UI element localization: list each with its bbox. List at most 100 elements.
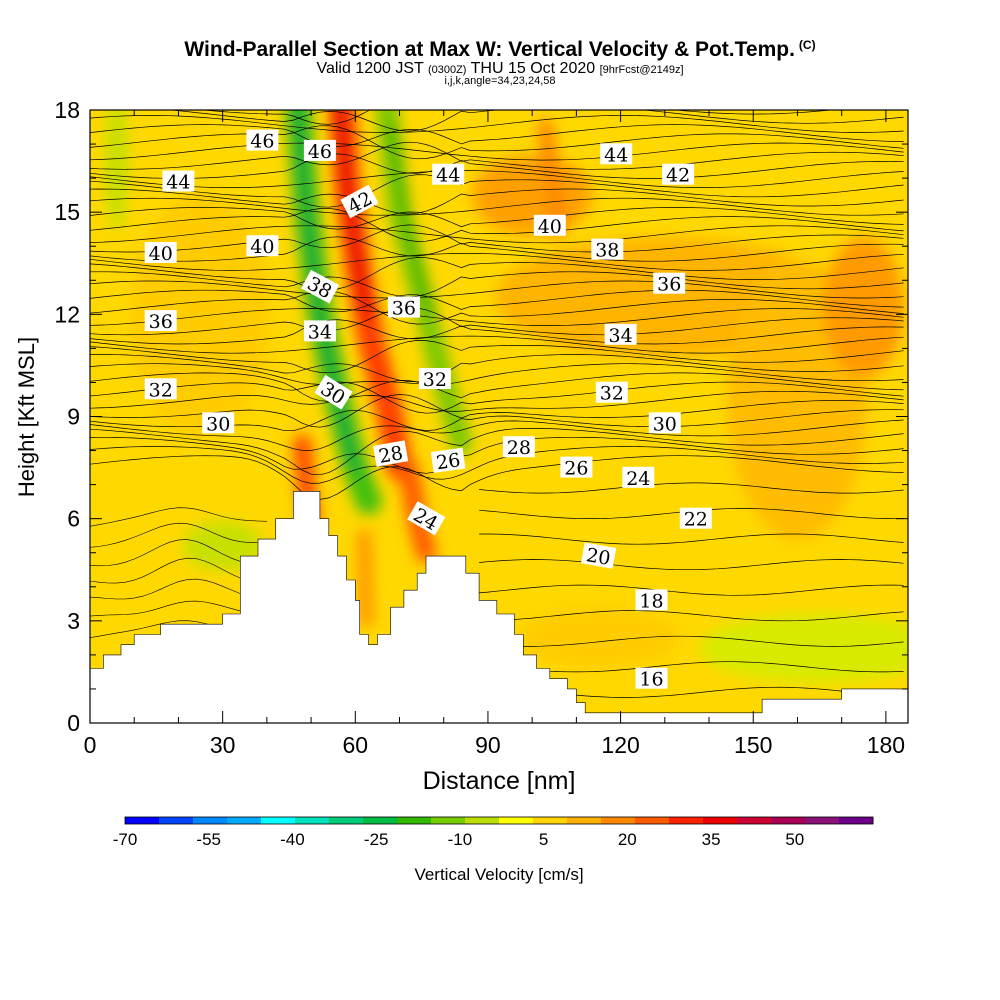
- theta-label-text: 20: [585, 544, 613, 570]
- theta-label-text: 36: [149, 311, 173, 333]
- theta-contour-line: [90, 307, 904, 336]
- colorbar-swatch: [261, 817, 296, 824]
- theta-contour-line: [90, 419, 904, 451]
- theta-label-26: 26: [430, 447, 466, 474]
- theta-label-box: [600, 143, 633, 165]
- theta-label-box: [502, 436, 535, 458]
- colorbar-swatch: [669, 817, 704, 824]
- theta-label-30: 30: [648, 412, 681, 435]
- theta-label-box: [604, 323, 637, 345]
- theta-contour-line: [90, 289, 904, 313]
- theta-contour-line: [90, 578, 267, 602]
- theta-contour-line: [90, 197, 904, 216]
- theta-label-text: 28: [377, 442, 405, 468]
- theta-contour-line: [90, 153, 904, 179]
- theta-label-box: [430, 447, 466, 473]
- x-tick-label: 60: [343, 732, 369, 758]
- x-tick-label: 30: [210, 732, 236, 758]
- orange-patch: [518, 607, 679, 668]
- colorbar-swatch: [771, 817, 806, 824]
- y-tick-label: 6: [67, 506, 80, 532]
- colorbar-swatch: [533, 817, 568, 824]
- theta-label-32: 32: [144, 378, 177, 401]
- orange-patch: [823, 237, 904, 378]
- orange-patch: [472, 155, 593, 236]
- theta-label-text: 44: [436, 165, 460, 187]
- theta-contour-line: [90, 280, 904, 299]
- terrain: [89, 491, 909, 724]
- theta-label-text: 32: [149, 379, 173, 401]
- theta-label-box: [595, 381, 628, 403]
- theta-label-text: 18: [639, 590, 663, 612]
- theta-contour-line: [479, 559, 904, 571]
- y-tick-label: 3: [67, 608, 80, 634]
- theta-label-box: [246, 235, 279, 257]
- valley-updraft: [358, 529, 373, 627]
- theta-label-box: [162, 170, 195, 192]
- theta-contour-line: [90, 557, 267, 585]
- theta-label-box: [303, 320, 336, 342]
- theta-label-text: 40: [149, 243, 173, 265]
- theta-contour-line: [90, 236, 904, 262]
- theta-label-text: 44: [604, 144, 628, 166]
- theta-label-42: 42: [662, 163, 695, 187]
- theta-label-box: [144, 378, 177, 400]
- theta-label-box: [301, 269, 340, 304]
- theta-label-text: 46: [250, 131, 274, 153]
- theta-contour-line: [90, 363, 904, 385]
- theta-contour-line: [90, 225, 904, 244]
- copyright-tag: (C): [798, 38, 816, 52]
- theta-label-36: 36: [387, 296, 420, 320]
- theta-label-box: [635, 667, 668, 689]
- colorbar-label: Vertical Velocity [cm/s]: [414, 865, 583, 884]
- theta-label-text: 22: [684, 509, 708, 531]
- theta-label-44: 44: [600, 143, 633, 166]
- colorbar-frame: [124, 816, 874, 825]
- theta-contour-line: [90, 455, 904, 500]
- theta-contour-line: [90, 207, 904, 230]
- colorbar-swatch: [601, 817, 636, 824]
- colorbar-swatch: [125, 817, 160, 824]
- chart-subtitle: Valid 1200 JST (0300Z) THU 15 Oct 2020 […: [0, 60, 1000, 78]
- colorbar-swatch: [227, 817, 262, 824]
- colorbar-tick-label: 50: [785, 830, 804, 849]
- upper-updraft: [537, 119, 567, 238]
- theta-contour-line: [90, 142, 904, 161]
- theta-contour-line: [90, 257, 904, 291]
- y-tick-label: 18: [54, 97, 80, 123]
- theta-contour-line: [90, 427, 904, 476]
- theta-contour-line: [90, 354, 904, 383]
- theta-label-text: 28: [507, 437, 531, 459]
- x-tick-label: 90: [475, 732, 501, 758]
- theta-label-text: 44: [166, 172, 190, 194]
- theta-label-text: 38: [595, 240, 619, 262]
- theta-label-text: 46: [308, 141, 332, 163]
- valid-date: THU 15 Oct 2020: [470, 60, 596, 77]
- theta-label-text: 30: [206, 413, 230, 435]
- theta-label-box: [653, 272, 686, 294]
- theta-label-box: [144, 242, 177, 263]
- colorbar-tick-label: -10: [448, 830, 473, 849]
- theta-label-text: 36: [392, 298, 416, 320]
- theta-contour-line: [90, 539, 267, 567]
- theta-label-box: [418, 368, 451, 389]
- colorbar-swatch: [839, 817, 874, 824]
- theta-contour-line: [90, 394, 904, 428]
- theta-label-box: [662, 163, 695, 185]
- theta-label-text: 26: [435, 449, 462, 474]
- colorbar-swatch: [737, 817, 772, 824]
- colorbar-tick-label: -25: [364, 830, 389, 849]
- theta-contour-line: [90, 253, 904, 271]
- theta-label-46: 46: [303, 139, 336, 163]
- colorbar-swatch: [329, 817, 364, 824]
- theta-label-text: 24: [626, 468, 650, 490]
- theta-label-box: [303, 139, 336, 161]
- theta-contour-line: [479, 482, 904, 494]
- theta-label-40: 40: [533, 214, 566, 238]
- theta-contour-line: [90, 271, 904, 298]
- theta-label-box: [622, 466, 655, 488]
- theta-contour-line: [479, 635, 904, 647]
- theta-label-36: 36: [144, 310, 177, 333]
